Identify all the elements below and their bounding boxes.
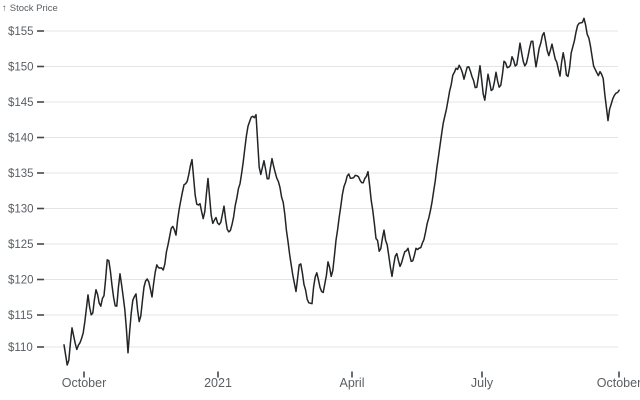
svg-text:2021: 2021 <box>204 376 232 390</box>
svg-text:April: April <box>339 376 364 390</box>
svg-text:July: July <box>471 376 494 390</box>
svg-text:$150: $150 <box>8 62 34 74</box>
svg-text:October: October <box>597 376 640 390</box>
svg-text:$145: $145 <box>8 97 34 109</box>
svg-text:$130: $130 <box>8 204 34 216</box>
svg-text:October: October <box>62 376 106 390</box>
svg-text:$110: $110 <box>8 342 33 354</box>
svg-text:$120: $120 <box>8 275 34 287</box>
svg-text:$155: $155 <box>8 26 34 38</box>
svg-text:$135: $135 <box>8 168 34 180</box>
svg-text:$140: $140 <box>8 133 34 145</box>
svg-text:$115: $115 <box>8 310 33 322</box>
svg-text:$125: $125 <box>8 239 34 251</box>
